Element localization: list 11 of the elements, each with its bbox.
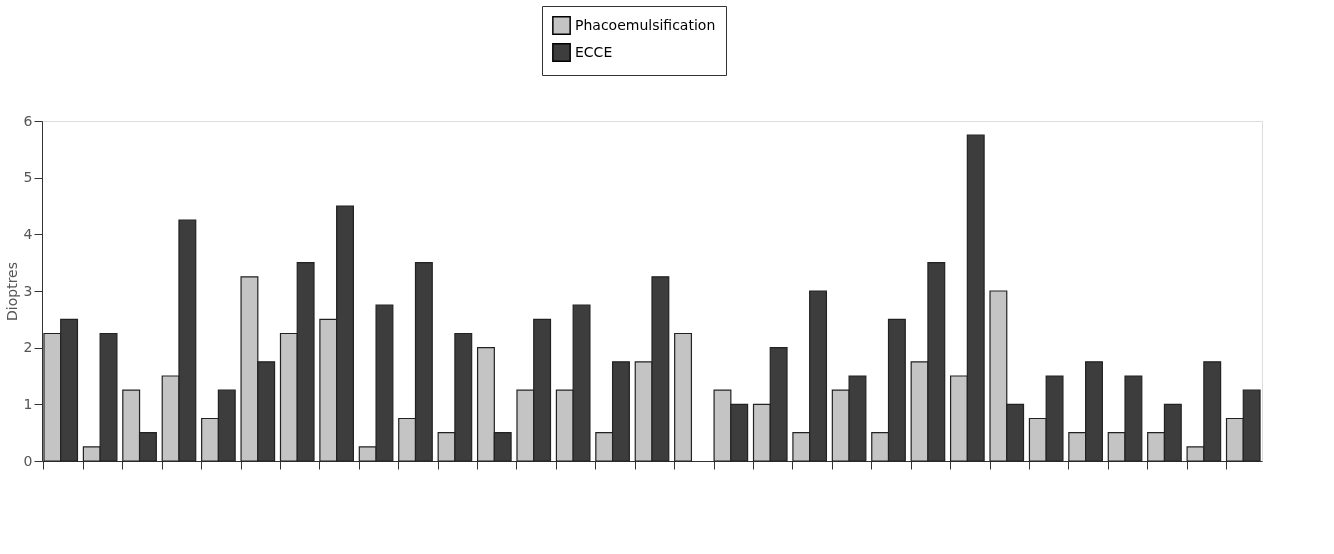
bar: [674, 332, 693, 462]
y-tick-label: 6: [23, 112, 33, 129]
y-axis-title: Dioptres: [3, 262, 20, 321]
y-tick-label: 2: [23, 339, 33, 356]
y-tick-label: 4: [23, 225, 33, 242]
y-tick-label: 3: [23, 282, 33, 299]
y-tick-label: 5: [23, 169, 33, 186]
legend-label: Phacoemulsification: [575, 16, 716, 33]
y-tick-label: 0: [23, 452, 33, 469]
y-tick-label: 1: [23, 395, 33, 412]
legend-label: ECCE: [575, 43, 613, 60]
